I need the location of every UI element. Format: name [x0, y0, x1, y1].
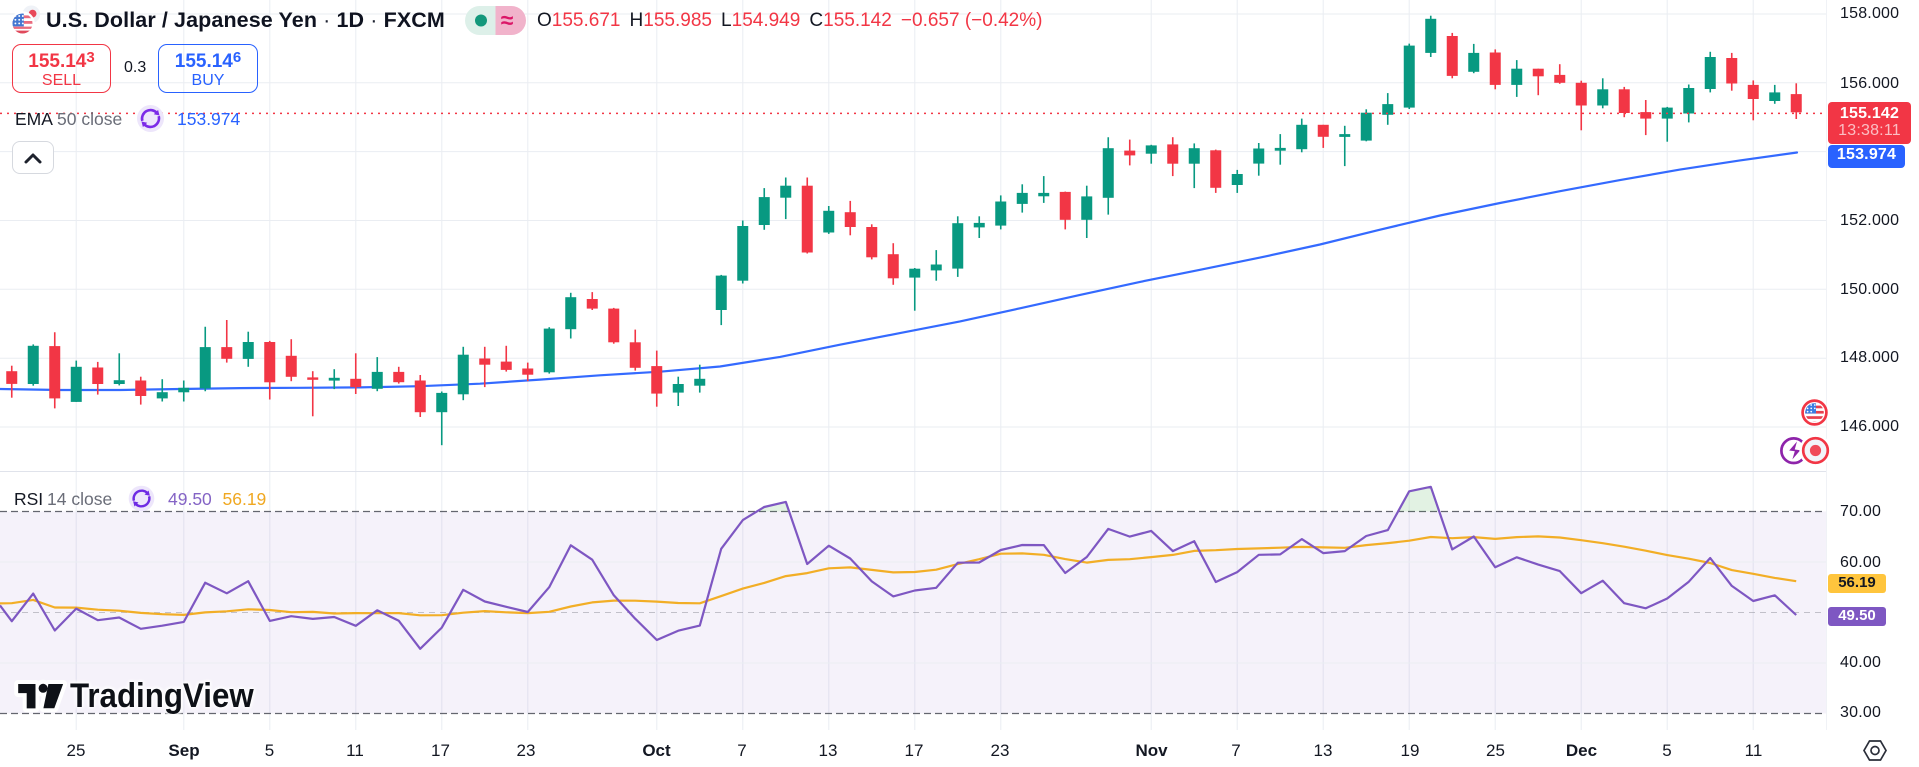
- svg-text:≈: ≈: [501, 7, 514, 33]
